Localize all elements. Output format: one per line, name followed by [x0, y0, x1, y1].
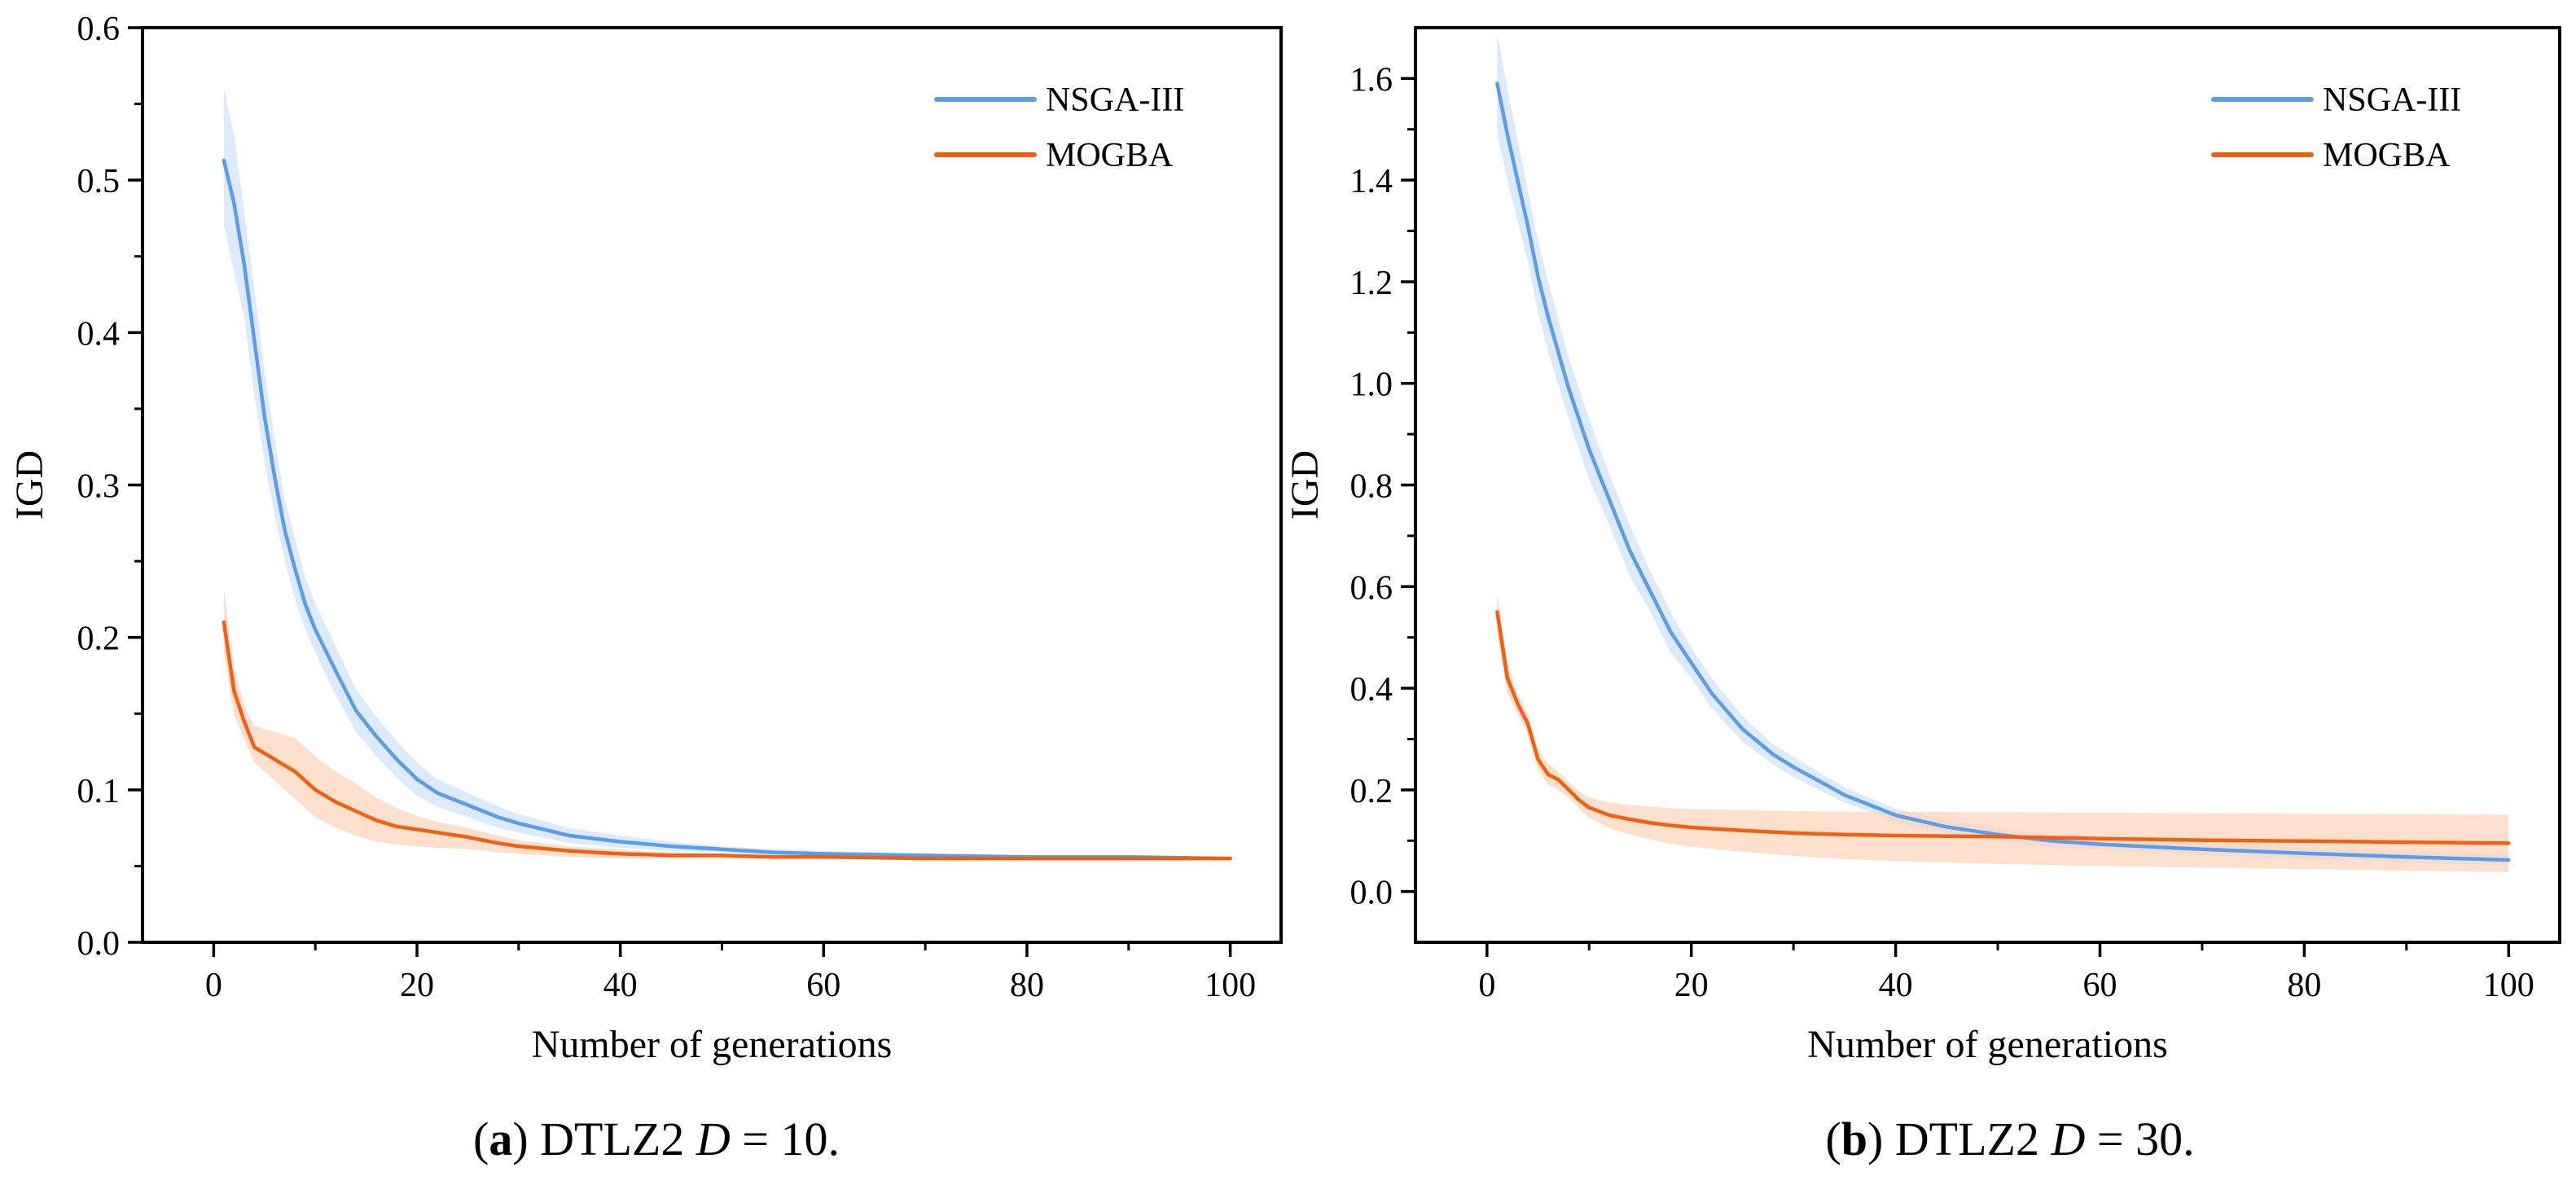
y-tick-label: 0.8 [1350, 468, 1393, 506]
caption-part: a [489, 1113, 512, 1165]
x-tick-label: 60 [2082, 967, 2117, 1004]
figure-caption: (a) DTLZ2 D = 10. [473, 1113, 840, 1165]
y-tick-label: 0.0 [77, 925, 121, 963]
x-tick-label: 100 [2483, 967, 2534, 1004]
x-tick-label: 40 [1879, 967, 1913, 1004]
x-axis-title: Number of generations [532, 1023, 893, 1066]
x-tick-label: 0 [1478, 967, 1495, 1004]
y-tick-label: 0.6 [77, 11, 121, 48]
caption-part: D [696, 1113, 731, 1165]
y-tick-label: 0.2 [1350, 773, 1393, 810]
x-tick-label: 80 [1010, 967, 1044, 1004]
plot-area [1495, 33, 2511, 872]
caption-part: D [2050, 1113, 2085, 1165]
plot-area [222, 88, 1232, 861]
series-band-mogba [1497, 591, 2509, 872]
y-tick-label: 1.4 [1350, 163, 1393, 200]
chart-panel-2: 0 20 40 60 80 100 0.0 0.2 0.4 0.6 0.8 1.0 1.2 1.4 1.6 N… [1284, 26, 2561, 1165]
legend-label: MOGBA [2323, 137, 2451, 174]
y-tick-label: 1.0 [1350, 366, 1393, 404]
y-tick-label: 0.1 [77, 773, 121, 810]
y-tick-label: 1.6 [1350, 61, 1393, 99]
caption-part: = 30. [2085, 1113, 2194, 1165]
x-tick-label: 80 [2287, 967, 2321, 1004]
series-line-mogba [1495, 610, 2511, 845]
legend-label: NSGA-III [1046, 81, 1184, 119]
legend-label: NSGA-III [2323, 81, 2461, 119]
y-tick-label: 0.4 [1350, 671, 1393, 709]
y-axis-title: IGD [1284, 450, 1327, 520]
x-tick-label: 0 [205, 967, 222, 1004]
caption-part: ( [473, 1113, 489, 1165]
caption-part: ( [1825, 1113, 1841, 1165]
x-tick-label: 100 [1205, 967, 1256, 1004]
y-tick-label: 0.2 [77, 621, 121, 658]
caption-part: b [1841, 1113, 1867, 1165]
series-line-nsga-iii [1495, 81, 2511, 862]
series-band-nsga-iii [223, 88, 1231, 860]
y-axis-title: IGD [8, 450, 51, 520]
caption-part: = 10. [731, 1113, 840, 1165]
x-tick-label: 40 [603, 967, 638, 1004]
x-tick-label: 20 [1674, 967, 1709, 1004]
series-line-nsga-iii [222, 158, 1232, 861]
x-tick-label: 20 [400, 967, 434, 1004]
x-axis-title: Number of generations [1807, 1023, 2168, 1066]
y-tick-label: 1.2 [1350, 265, 1393, 302]
y-tick-label: 0.5 [77, 163, 121, 200]
legend: NSGA-III MOGBA [934, 81, 1184, 174]
series-line-mogba [222, 620, 1232, 861]
figure-caption: (b) DTLZ2 D = 30. [1825, 1113, 2194, 1165]
y-tick-label: 0.3 [77, 468, 121, 506]
y-tick-label: 0.0 [1350, 875, 1393, 912]
y-tick-label: 0.6 [1350, 569, 1393, 607]
legend-label: MOGBA [1046, 137, 1174, 174]
chart-panel-1: 0 20 40 60 80 100 0.0 0.1 0.2 0.3 0.4 0.5 0.6 Number … [8, 11, 1283, 1165]
caption-part: ) DTLZ2 [512, 1113, 696, 1165]
caption-part: ) DTLZ2 [1867, 1113, 2052, 1165]
x-tick-label: 60 [806, 967, 840, 1004]
y-tick-label: 0.4 [77, 315, 121, 353]
legend: NSGA-III MOGBA [2211, 81, 2461, 174]
